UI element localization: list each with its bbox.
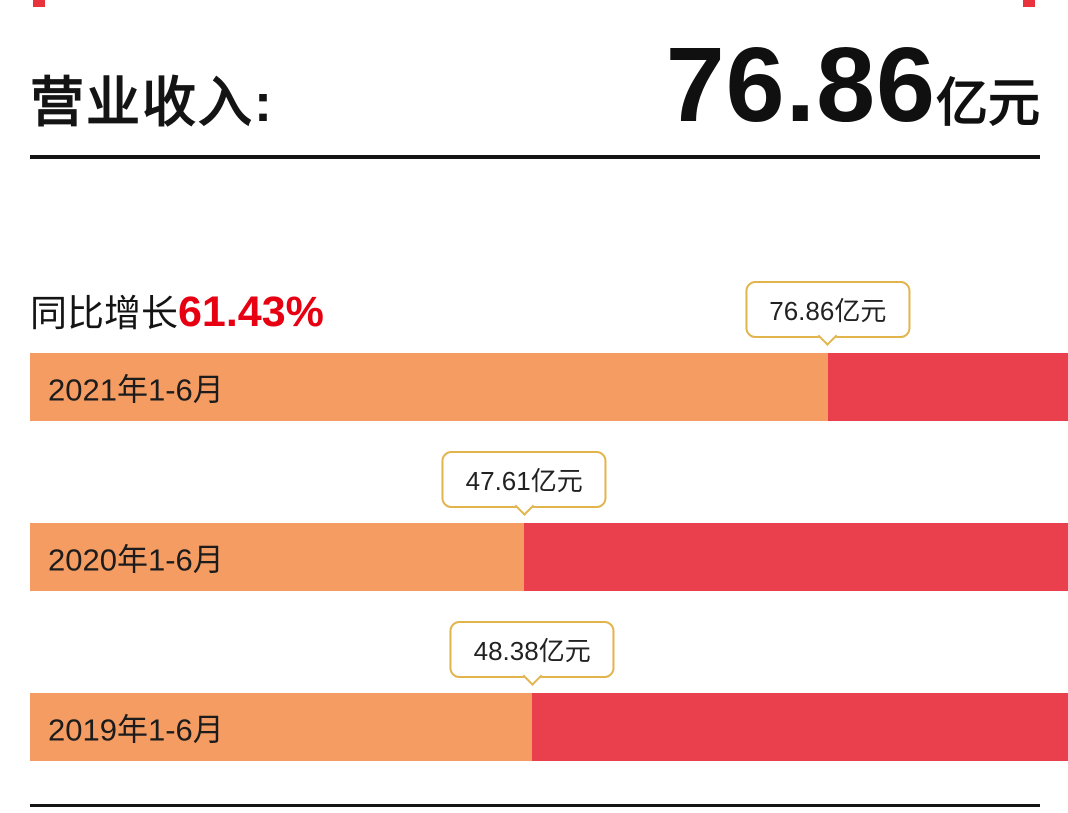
bar-category-label: 2020年1-6月	[48, 542, 224, 578]
top-left-accent	[33, 0, 45, 7]
revenue-bar-chart: 同比增长61.43% 76.86亿元 2021年1-6月 47.61亿元 202…	[30, 251, 1068, 762]
growth-value: 61.43%	[178, 288, 324, 337]
bar-fill	[30, 523, 525, 592]
bar-row-2021: 76.86亿元 2021年1-6月	[30, 251, 1068, 422]
bar-track: 2019年1-6月	[30, 693, 1068, 762]
value-callout: 48.38亿元	[449, 621, 615, 687]
bottom-divider	[30, 804, 1040, 807]
revenue-total: 76.86亿元	[666, 29, 1040, 141]
header-divider	[30, 155, 1040, 160]
bar-row-2019: 48.38亿元 2019年1-6月	[30, 591, 1068, 762]
page-title: 营业收入:	[30, 73, 274, 133]
growth-line: 同比增长61.43%	[30, 283, 324, 337]
bar-category-label: 2019年1-6月	[48, 712, 224, 748]
callout-value: 48.38亿元	[473, 636, 591, 667]
value-callout: 76.86亿元	[745, 281, 911, 347]
growth-label: 同比增长	[30, 293, 178, 335]
bar-row-2020: 47.61亿元 2020年1-6月	[30, 421, 1068, 592]
bar-track: 2020年1-6月	[30, 523, 1068, 592]
bar-category-label: 2021年1-6月	[48, 372, 224, 408]
bar-fill	[30, 353, 828, 422]
callout-value: 47.61亿元	[465, 466, 583, 497]
header: 营业收入: 76.86亿元	[30, 0, 1068, 141]
value-callout: 47.61亿元	[441, 451, 607, 517]
top-right-accent	[1023, 0, 1035, 7]
bar-fill	[30, 693, 533, 762]
bar-track: 2021年1-6月	[30, 353, 1068, 422]
callout-value: 76.86亿元	[769, 296, 887, 327]
revenue-value: 76.86	[665, 26, 936, 144]
revenue-unit: 亿元	[935, 75, 1040, 133]
